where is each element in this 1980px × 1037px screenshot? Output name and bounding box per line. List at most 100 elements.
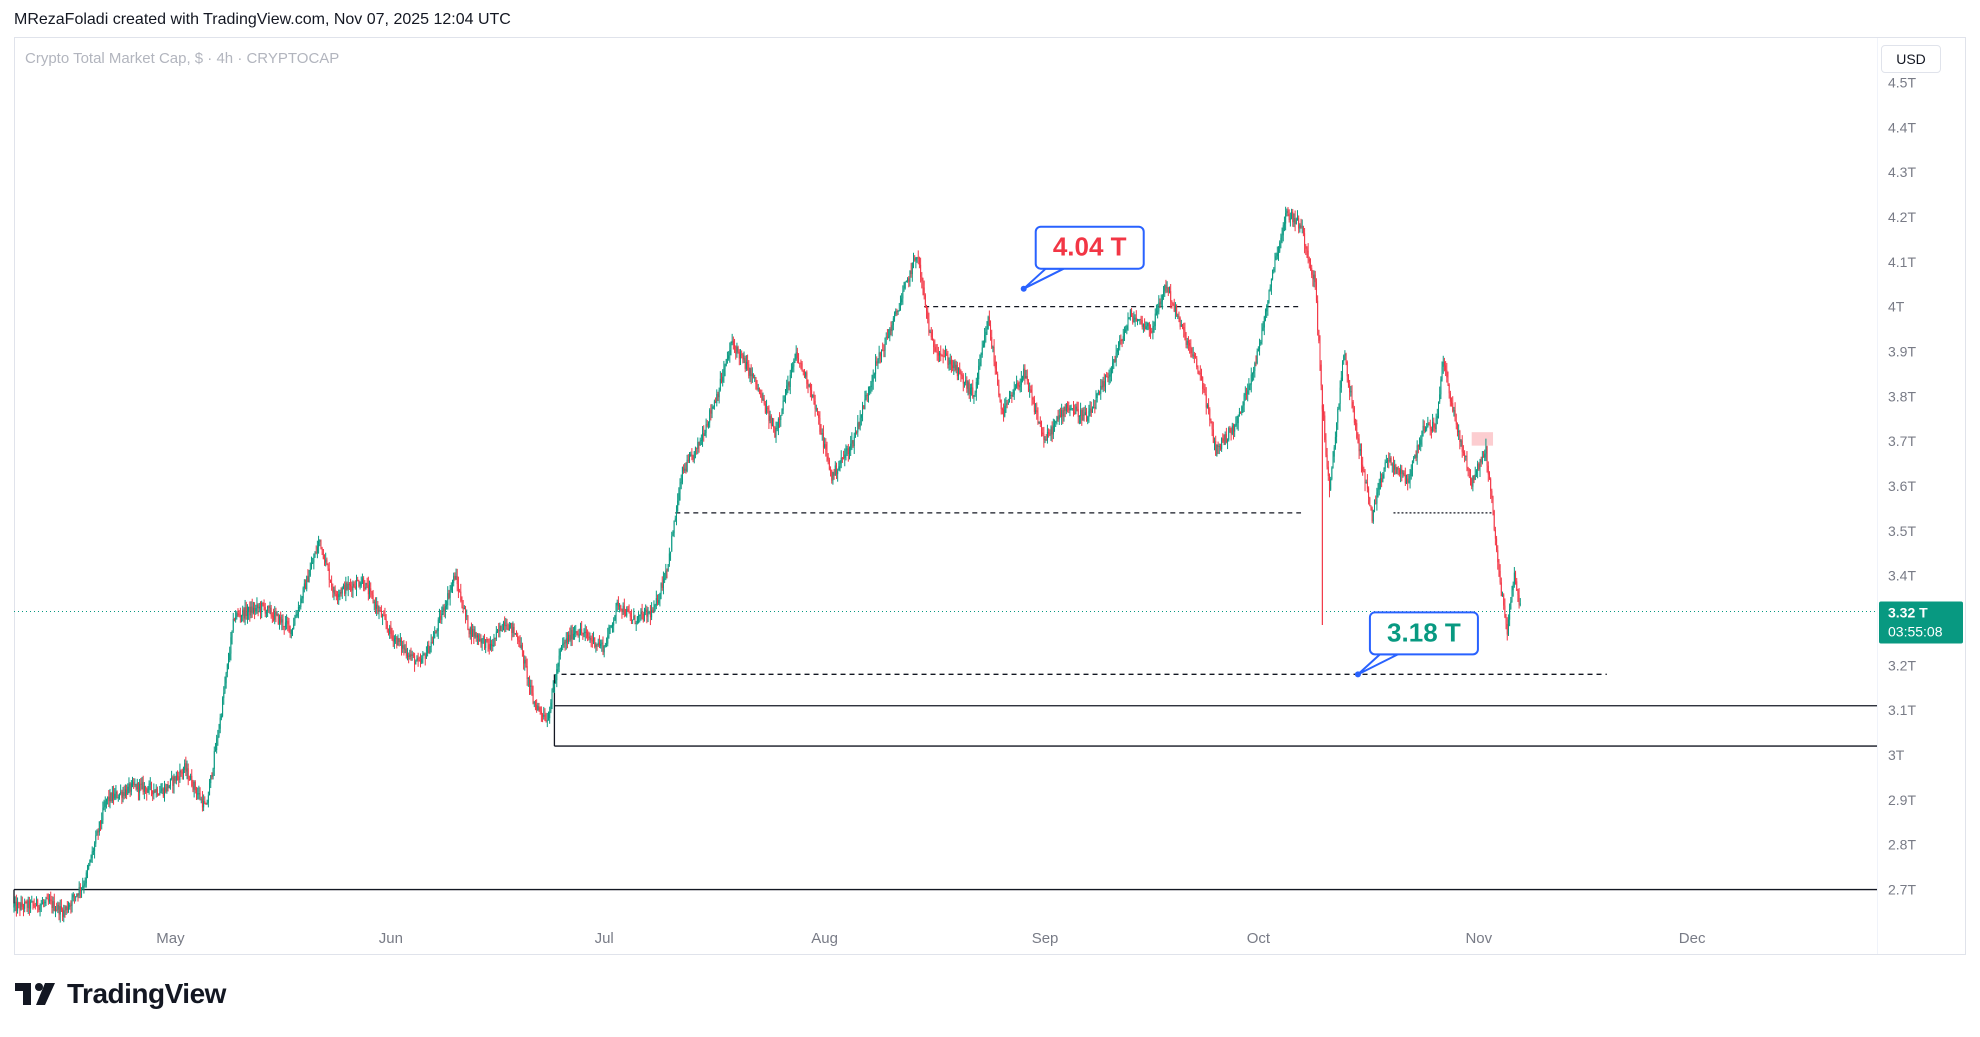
candle-body: [71, 897, 73, 906]
candle-body: [45, 898, 47, 902]
candle-body: [678, 493, 680, 501]
candle-body: [1478, 463, 1480, 470]
candle-body: [1170, 291, 1172, 302]
candle-body: [1150, 328, 1152, 332]
candle-body: [1232, 425, 1234, 432]
candle-body: [1426, 427, 1428, 430]
candle-body: [648, 611, 650, 613]
candle-body: [27, 900, 29, 908]
candle-body: [1400, 469, 1402, 475]
candle-body: [175, 775, 177, 781]
candle-body: [1371, 508, 1373, 522]
candle-body: [447, 593, 449, 606]
candle-body: [350, 584, 352, 587]
candle-body: [1074, 412, 1076, 415]
candle-body: [419, 660, 421, 663]
candle-body: [1024, 368, 1026, 379]
candle-body: [1107, 376, 1109, 378]
candle-body: [476, 635, 478, 638]
candle-body: [153, 790, 155, 795]
candle-body: [1304, 233, 1306, 246]
candle-body: [1018, 386, 1020, 388]
chart-panel[interactable]: [14, 37, 1966, 955]
candle-body: [1160, 301, 1162, 305]
candle-body: [974, 392, 976, 396]
candle-body: [562, 643, 564, 646]
candle-body: [371, 591, 373, 595]
candle-body: [1051, 427, 1053, 435]
candle-body: [321, 548, 323, 550]
candle-body: [1263, 316, 1265, 328]
candle-body: [1402, 472, 1404, 474]
candle-body: [729, 349, 731, 356]
candle-body: [20, 902, 22, 910]
candle-body: [1294, 218, 1296, 224]
candle-body: [340, 592, 342, 594]
candle-body: [1146, 325, 1148, 327]
candle-body: [219, 717, 221, 729]
callout-label: 4.04 T: [1053, 232, 1127, 262]
candle-body: [670, 551, 672, 554]
candle-body: [850, 443, 852, 451]
candle-body: [534, 702, 536, 705]
currency-button[interactable]: USD: [1881, 45, 1941, 73]
candle-body: [761, 393, 763, 401]
tradingview-logo[interactable]: TradingView: [15, 978, 226, 1010]
candle-body: [58, 904, 60, 915]
candle-body: [1185, 335, 1187, 345]
candle-body: [133, 782, 135, 785]
candle-body: [497, 630, 499, 632]
candle-body: [1225, 434, 1227, 443]
candle-body: [1064, 406, 1066, 412]
candle-body: [1266, 308, 1268, 312]
candle-body: [639, 614, 641, 616]
candle-body: [421, 658, 423, 663]
candle-body: [841, 457, 843, 459]
candle-body: [1045, 439, 1047, 441]
candle-body: [207, 795, 209, 803]
candle-body: [425, 653, 427, 659]
candle-body: [1180, 324, 1182, 327]
candle-body: [703, 433, 705, 436]
candle-body: [1165, 285, 1167, 288]
candle-body: [768, 408, 770, 421]
candle-body: [230, 637, 232, 654]
candle-body: [446, 605, 448, 607]
candle-body: [872, 374, 874, 382]
candle-body: [926, 305, 928, 312]
candle-body: [1268, 290, 1270, 302]
candle-body: [82, 885, 84, 888]
candle-body: [980, 355, 982, 363]
candle-body: [269, 607, 271, 609]
candle-body: [584, 631, 586, 634]
candle-body: [1498, 562, 1500, 571]
candle-body: [462, 607, 464, 610]
candle-body: [869, 387, 871, 394]
candle-body: [1321, 385, 1323, 410]
candle-body: [570, 629, 572, 641]
candle-body: [1383, 468, 1385, 475]
candle-body: [1231, 425, 1233, 434]
candle-body: [879, 352, 881, 357]
candle-body: [1288, 214, 1290, 220]
candle-body: [864, 398, 866, 409]
candle-body: [341, 587, 343, 594]
candle-body: [812, 394, 814, 397]
candle-body: [625, 614, 627, 616]
candle-body: [1358, 438, 1360, 452]
candle-body: [1475, 470, 1477, 475]
candle-body: [1403, 472, 1405, 476]
candle-body: [1238, 412, 1240, 416]
candle-body: [971, 387, 973, 389]
candle-body: [130, 783, 132, 792]
candle-body: [1106, 376, 1108, 378]
candle-body: [700, 439, 702, 441]
candle-body: [934, 347, 936, 352]
candle-body: [510, 623, 512, 625]
candle-body: [468, 629, 470, 635]
candle-body: [751, 373, 753, 377]
candle-body: [788, 382, 790, 387]
candle-body: [1174, 305, 1176, 312]
candle-body: [904, 282, 906, 289]
